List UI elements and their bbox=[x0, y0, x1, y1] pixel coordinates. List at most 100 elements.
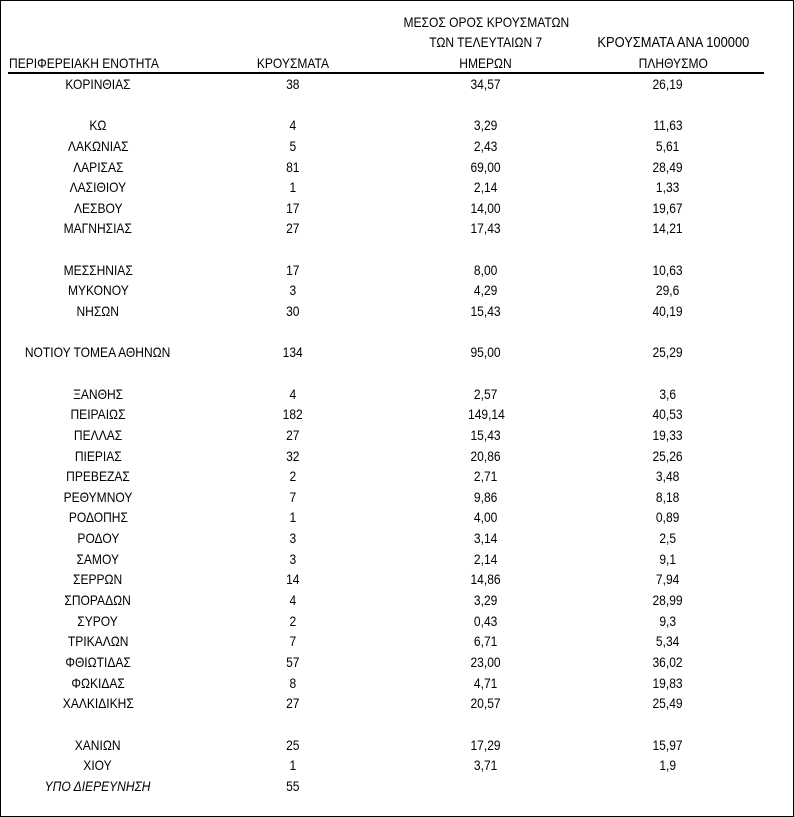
region-cell-text: ΧΙΟΥ bbox=[83, 757, 113, 774]
table-row: ΥΠΟ ΔΙΕΡΕΥΝΗΣΗ 55 bbox=[1, 776, 793, 797]
table-row: ΜΑΓΝΗΣΙΑΣ 27 17,43 14,21 bbox=[1, 218, 793, 239]
table-row: ΛΑΚΩΝΙΑΣ 5 2,43 5,61 bbox=[1, 136, 793, 157]
header-region: ΠΕΡΙΦΕΡΕΙΑΚΗ ΕΝΟΤΗΤΑ bbox=[9, 53, 183, 73]
avg7-cell: 3,14 bbox=[416, 528, 556, 549]
cases-cell: 7 bbox=[243, 487, 343, 508]
avg7-cell: 3,71 bbox=[416, 755, 556, 776]
per100k-cell-text: 19,67 bbox=[652, 199, 684, 216]
per100k-cell-text: 14,21 bbox=[652, 220, 684, 237]
cases-cell: 1 bbox=[243, 507, 343, 528]
cases-cell: 3 bbox=[243, 549, 343, 570]
per100k-cell: 15,97 bbox=[598, 735, 738, 756]
avg7-cell-text: 17,43 bbox=[470, 220, 502, 237]
region-cell-text: ΣΠΟΡΑΔΩΝ bbox=[64, 592, 132, 609]
avg7-cell: 2,14 bbox=[416, 177, 556, 198]
region-cell: ΚΩ bbox=[1, 115, 198, 136]
cases-cell: 8 bbox=[243, 673, 343, 694]
avg7-cell-text: 2,57 bbox=[474, 385, 498, 402]
table-row: ΤΡΙΚΑΛΩΝ 7 6,71 5,34 bbox=[1, 631, 793, 652]
per100k-cell-text: 19,83 bbox=[652, 674, 684, 691]
avg7-cell-text: 4,00 bbox=[474, 509, 498, 526]
avg7-cell: 0,43 bbox=[416, 611, 556, 632]
avg7-cell-text: 2,43 bbox=[474, 137, 498, 154]
header-avg-text3: ΗΜΕΡΩΝ bbox=[459, 55, 513, 71]
cases-cell-text: 27 bbox=[286, 695, 300, 712]
cases-cell-text: 3 bbox=[289, 550, 297, 567]
region-cell: ΧΑΛΚΙΔΙΚΗΣ bbox=[1, 693, 198, 714]
region-cell-text: ΛΑΚΩΝΙΑΣ bbox=[67, 137, 129, 154]
per100k-cell-text: 40,19 bbox=[652, 303, 684, 320]
table-row: ΣΕΡΡΩΝ 14 14,86 7,94 bbox=[1, 569, 793, 590]
region-cell-text: ΡΟΔΟΠΗΣ bbox=[68, 509, 128, 526]
avg7-cell: 15,43 bbox=[416, 425, 556, 446]
avg7-cell-text: 3,14 bbox=[474, 530, 498, 547]
avg7-cell-text: 4,29 bbox=[474, 282, 498, 299]
region-cell-text: ΜΥΚΟΝΟΥ bbox=[67, 282, 129, 299]
table-row: ΣΠΟΡΑΔΩΝ 4 3,29 28,99 bbox=[1, 590, 793, 611]
region-cell: ΡΕΘΥΜΝΟΥ bbox=[1, 487, 198, 508]
avg7-cell-text: 2,14 bbox=[474, 550, 498, 567]
cases-cell: 17 bbox=[243, 198, 343, 219]
per100k-cell bbox=[598, 776, 738, 797]
avg7-cell-text: 15,43 bbox=[470, 426, 502, 443]
cases-cell-text: 4 bbox=[289, 117, 297, 134]
region-cell-text: ΡΟΔΟΥ bbox=[77, 530, 119, 547]
region-cell-text: ΜΕΣΣΗΝΙΑΣ bbox=[63, 261, 133, 278]
header-region-text: ΠΕΡΙΦΕΡΕΙΑΚΗ ΕΝΟΤΗΤΑ bbox=[9, 55, 159, 71]
region-cell-text: ΣΑΜΟΥ bbox=[76, 550, 120, 567]
header-per100k-line1: ΚΡΟΥΣΜΑΤΑ ΑΝΑ 100000 bbox=[568, 33, 778, 53]
cases-cell: 4 bbox=[243, 115, 343, 136]
cases-cell-text: 17 bbox=[286, 261, 300, 278]
per100k-cell: 5,61 bbox=[598, 136, 738, 157]
avg7-cell: 17,43 bbox=[416, 218, 556, 239]
region-cell-text: ΦΘΙΩΤΙΔΑΣ bbox=[65, 653, 131, 670]
avg7-cell-text: 17,29 bbox=[470, 736, 502, 753]
cases-cell-text: 57 bbox=[286, 653, 300, 670]
blank-row bbox=[1, 363, 793, 384]
per100k-cell: 9,3 bbox=[598, 611, 738, 632]
avg7-cell: 4,00 bbox=[416, 507, 556, 528]
per100k-cell-text: 10,63 bbox=[652, 261, 684, 278]
cases-cell: 3 bbox=[243, 280, 343, 301]
region-cell-text: ΝΟΤΙΟΥ ΤΟΜΕΑ ΑΘΗΝΩΝ bbox=[25, 344, 171, 361]
cases-cell: 27 bbox=[243, 693, 343, 714]
region-cell: ΜΕΣΣΗΝΙΑΣ bbox=[1, 260, 198, 281]
per100k-cell: 14,21 bbox=[598, 218, 738, 239]
avg7-cell: 9,86 bbox=[416, 487, 556, 508]
cases-cell: 182 bbox=[243, 404, 343, 425]
per100k-cell-text: 1,9 bbox=[659, 757, 677, 774]
per100k-cell-text: 5,61 bbox=[656, 137, 680, 154]
per100k-cell: 25,29 bbox=[598, 342, 738, 363]
region-cell-text: ΡΕΘΥΜΝΟΥ bbox=[63, 488, 133, 505]
header-avg-line1: ΜΕΣΟΣ ΟΡΟΣ ΚΡΟΥΣΜΑΤΩΝ bbox=[386, 12, 586, 32]
per100k-cell-text: 36,02 bbox=[652, 653, 684, 670]
cases-cell: 2 bbox=[243, 466, 343, 487]
region-cell: ΦΩΚΙΔΑΣ bbox=[1, 673, 198, 694]
avg7-cell: 2,43 bbox=[416, 136, 556, 157]
per100k-cell: 28,49 bbox=[598, 157, 738, 178]
table-row: ΛΑΡΙΣΑΣ 81 69,00 28,49 bbox=[1, 157, 793, 178]
avg7-cell-text: 34,57 bbox=[470, 76, 502, 92]
cases-cell-text: 3 bbox=[289, 282, 297, 299]
cases-cell-text: 81 bbox=[286, 158, 300, 175]
per100k-cell: 0,89 bbox=[598, 507, 738, 528]
avg7-cell: 23,00 bbox=[416, 652, 556, 673]
avg7-cell-text: 3,71 bbox=[474, 757, 498, 774]
cases-cell-text: 2 bbox=[289, 468, 297, 485]
region-cell: ΜΥΚΟΝΟΥ bbox=[1, 280, 198, 301]
avg7-cell-text: 4,71 bbox=[474, 674, 498, 691]
per100k-cell-text: 26,19 bbox=[652, 76, 684, 92]
table-row: ΜΥΚΟΝΟΥ 3 4,29 29,6 bbox=[1, 280, 793, 301]
cases-cell: 7 bbox=[243, 631, 343, 652]
cases-cell: 5 bbox=[243, 136, 343, 157]
avg7-cell: 15,43 bbox=[416, 301, 556, 322]
region-cell: ΝΗΣΩΝ bbox=[1, 301, 198, 322]
region-cell: ΛΑΡΙΣΑΣ bbox=[1, 157, 198, 178]
region-cell: ΠΕΛΛΑΣ bbox=[1, 425, 198, 446]
avg7-cell: 8,00 bbox=[416, 260, 556, 281]
avg7-cell-text: 23,00 bbox=[470, 653, 502, 670]
per100k-cell: 11,63 bbox=[598, 115, 738, 136]
avg7-cell-text: 149,14 bbox=[467, 406, 505, 423]
cases-cell: 30 bbox=[243, 301, 343, 322]
region-cell-text: ΝΗΣΩΝ bbox=[76, 303, 120, 320]
